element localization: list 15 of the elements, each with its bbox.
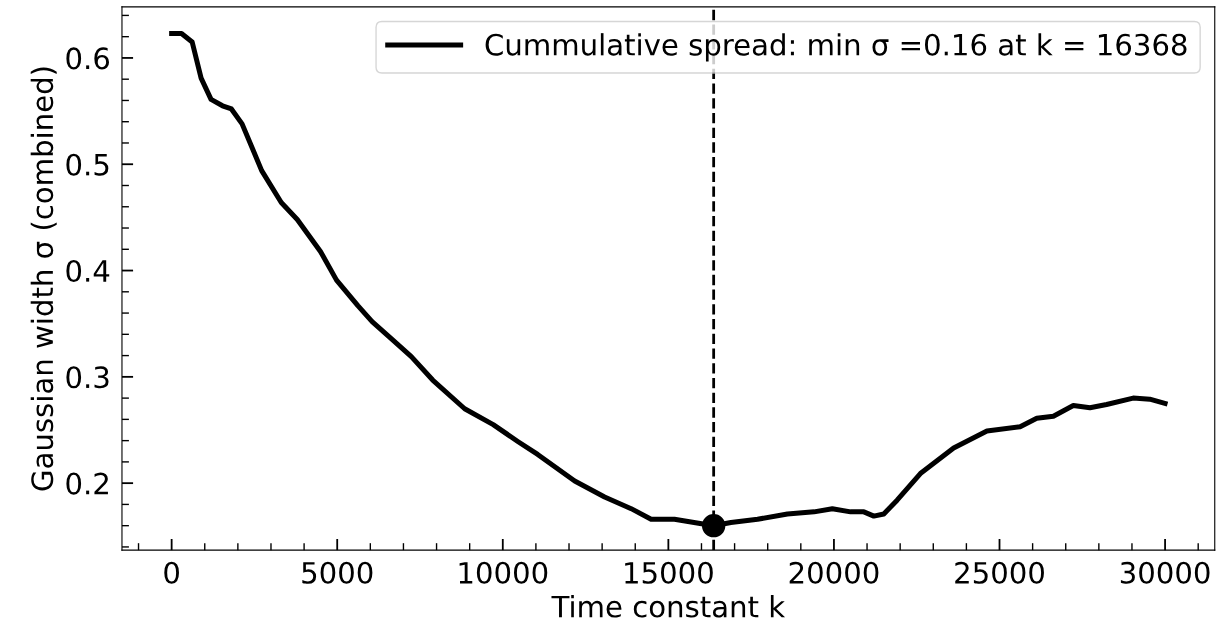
x-tick-label: 20000 (789, 561, 879, 584)
x-tick-label: 25000 (955, 561, 1044, 584)
x-axis-title: Time constant k (551, 595, 786, 618)
y-tick-label: 0.3 (66, 366, 109, 389)
y-tick-label: 0.2 (66, 472, 108, 495)
y-tick-label: 0.6 (66, 47, 110, 70)
x-tick-label: 5000 (302, 561, 373, 584)
legend-label: Cummulative spread: min σ =0.16 at k = 16368 (485, 33, 1187, 62)
x-tick-label: 0 (164, 561, 179, 584)
x-tick-label: 30000 (1120, 561, 1210, 584)
x-tick-label: 10000 (459, 561, 548, 584)
y-tick-label: 0.5 (66, 153, 109, 176)
y-axis-title: Gaussian width σ (combined) (30, 67, 57, 491)
x-tick-label: 15000 (625, 561, 713, 584)
y-tick-label: 0.4 (66, 259, 110, 283)
